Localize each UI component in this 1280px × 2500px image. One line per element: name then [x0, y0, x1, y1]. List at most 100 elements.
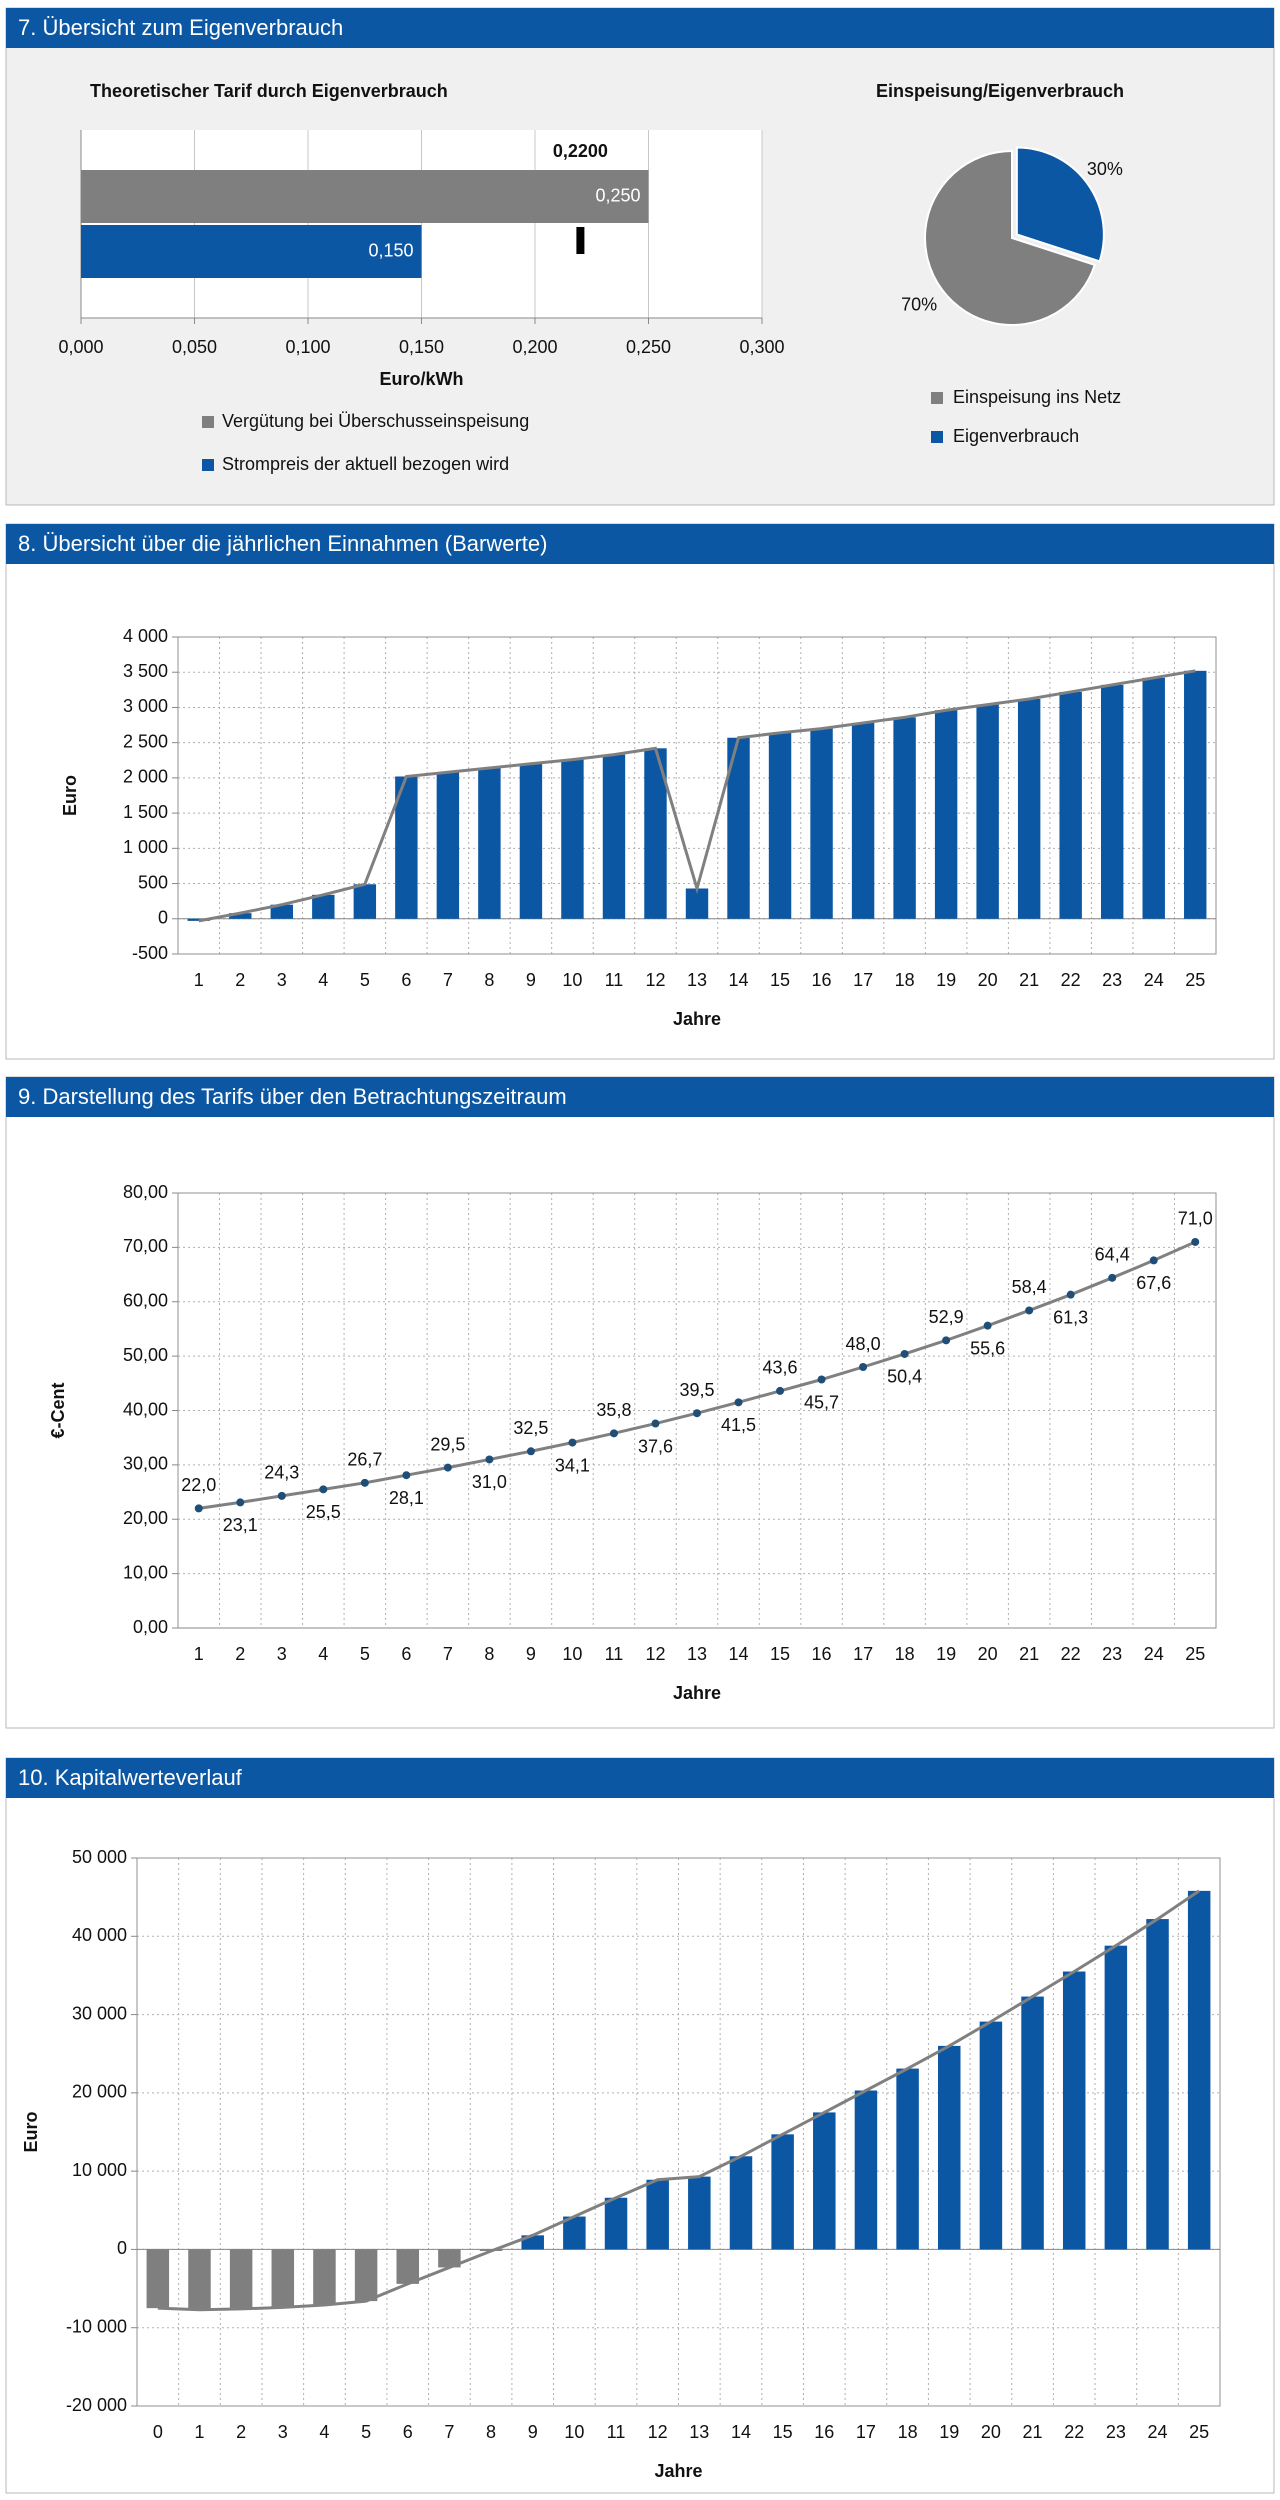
x-tick-label: 0,200: [512, 337, 557, 357]
bar: [644, 748, 667, 919]
y-tick-label: 0: [158, 908, 168, 928]
x-tick-label: 8: [486, 2422, 496, 2442]
x-tick-label: 13: [687, 970, 707, 990]
x-tick-label: 1: [194, 1644, 204, 1664]
x-tick-label: 10: [564, 2422, 584, 2442]
value-label: 61,3: [1053, 1307, 1088, 1327]
bar: [396, 2249, 419, 2284]
x-tick-label: 11: [607, 2422, 626, 2442]
x-tick-label: 7: [443, 970, 453, 990]
chart-title: Theoretischer Tarif durch Eigenverbrauch: [90, 81, 448, 101]
x-axis-label: Jahre: [673, 1009, 721, 1029]
y-tick-label: 10 000: [72, 2160, 127, 2180]
value-label: 22,0: [181, 1475, 216, 1495]
point: [1025, 1306, 1034, 1315]
point: [651, 1419, 660, 1428]
value-label: 24,3: [264, 1463, 299, 1483]
x-tick-label: 18: [895, 970, 915, 990]
x-tick-label: 3: [277, 970, 287, 990]
bar: [854, 2090, 878, 2250]
x-tick-label: 14: [729, 970, 749, 990]
legend-label: Einspeisung ins Netz: [953, 387, 1121, 407]
point: [900, 1349, 909, 1358]
x-tick-label: 14: [729, 1644, 749, 1664]
x-tick-label: 24: [1144, 1644, 1164, 1664]
bar: [519, 763, 543, 919]
marker: [576, 227, 585, 254]
y-axis-label: Euro: [21, 2111, 41, 2152]
value-label: 31,0: [472, 1472, 507, 1492]
x-tick-label: 23: [1102, 1644, 1122, 1664]
bar: [1187, 1890, 1211, 2250]
x-tick-label: 12: [648, 2422, 668, 2442]
point: [568, 1438, 577, 1447]
pie-slice: [1015, 146, 1105, 263]
x-tick-label: 0,250: [626, 337, 671, 357]
x-tick-label: 10: [562, 970, 582, 990]
value-label: 58,4: [1012, 1277, 1047, 1297]
x-tick-label: 3: [278, 2422, 288, 2442]
x-tick-label: 0,300: [739, 337, 784, 357]
point: [1149, 1256, 1158, 1265]
x-tick-label: 6: [401, 970, 411, 990]
x-tick-label: 0,050: [172, 337, 217, 357]
bar: [229, 913, 252, 919]
legend-swatch: [202, 416, 214, 428]
point: [236, 1498, 245, 1507]
legend-swatch: [931, 392, 943, 404]
x-tick-label: 13: [687, 1644, 707, 1664]
x-tick-label: 22: [1061, 970, 1081, 990]
legend-label: Vergütung bei Überschusseinspeisung: [222, 411, 529, 431]
y-tick-label: 50 000: [72, 1847, 127, 1867]
y-tick-label: -500: [132, 943, 168, 963]
bar: [1017, 698, 1041, 919]
bar: [229, 2249, 253, 2309]
trend-line: [198, 669, 1196, 923]
bar: [768, 732, 792, 919]
x-tick-label: 6: [401, 1644, 411, 1664]
x-tick-label: 11: [605, 970, 624, 990]
bar: [436, 772, 460, 919]
x-tick-label: 15: [770, 1644, 790, 1664]
y-tick-label: 60,00: [123, 1291, 168, 1311]
bar: [1059, 691, 1082, 919]
section-panel: [5, 1757, 1275, 2494]
bar: [602, 754, 626, 919]
bar: [353, 884, 377, 919]
x-tick-label: 16: [812, 1644, 832, 1664]
x-tick-label: 17: [853, 1644, 873, 1664]
x-tick-label: 9: [526, 1644, 536, 1664]
value-label: 23,1: [223, 1515, 258, 1535]
x-tick-label: 19: [936, 970, 956, 990]
value-label: 32,5: [513, 1418, 548, 1438]
bar: [563, 2216, 586, 2250]
point: [319, 1485, 328, 1494]
bar: [81, 170, 649, 223]
y-tick-label: 1 000: [123, 837, 168, 857]
x-tick-label: 5: [360, 1644, 370, 1664]
bar: [1104, 1945, 1128, 2250]
x-tick-label: 4: [318, 970, 328, 990]
x-tick-label: 14: [731, 2422, 751, 2442]
bar: [561, 759, 584, 919]
trend-line: [157, 1889, 1201, 2312]
value-label: 43,6: [763, 1358, 798, 1378]
x-tick-label: 1: [194, 970, 204, 990]
x-tick-label: 7: [443, 1644, 453, 1664]
x-tick-label: 25: [1185, 970, 1205, 990]
y-tick-label: 2 000: [123, 767, 168, 787]
y-tick-label: 50,00: [123, 1345, 168, 1365]
x-tick-label: 10: [562, 1644, 582, 1664]
x-tick-label: 20: [978, 1644, 998, 1664]
bar: [851, 722, 875, 919]
bar: [813, 2112, 836, 2250]
x-tick-label: 0,150: [399, 337, 444, 357]
point: [776, 1386, 785, 1395]
section-header: [6, 8, 1274, 48]
point: [1066, 1290, 1075, 1299]
bar: [810, 728, 833, 919]
section-title: 7. Übersicht zum Eigenverbrauch: [18, 15, 343, 40]
x-tick-label: 0,100: [285, 337, 330, 357]
x-tick-label: 2: [236, 2422, 246, 2442]
